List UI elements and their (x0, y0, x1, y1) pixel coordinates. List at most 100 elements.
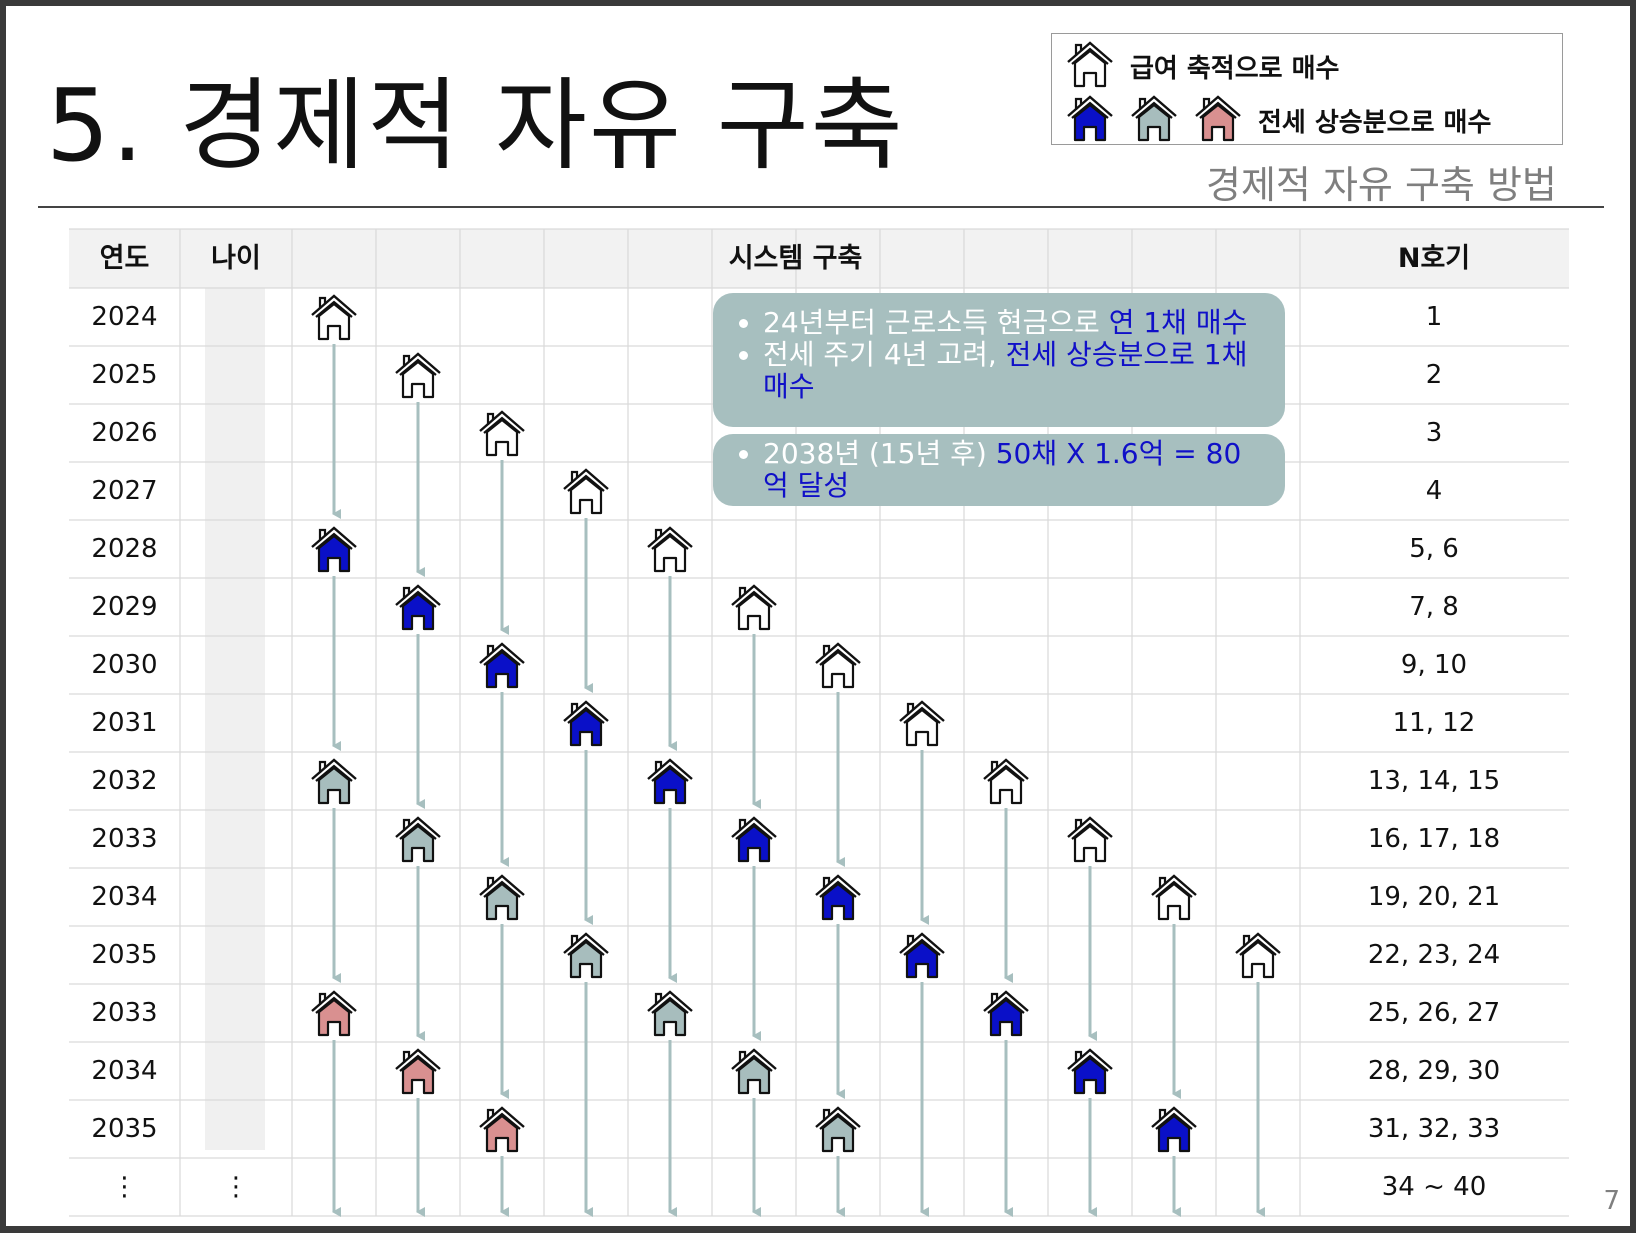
house-blue-icon (1151, 1106, 1197, 1153)
year-cell: 2034 (91, 1056, 158, 1086)
age-cell (180, 984, 292, 1042)
house-outline-icon (731, 584, 777, 631)
age-cell (180, 694, 292, 752)
age-cell (180, 520, 292, 578)
year-cell: 2031 (91, 708, 158, 738)
house-pink-icon (1194, 94, 1242, 146)
legend-row-salary: 급여 축적으로 매수 (1066, 40, 1339, 92)
age-cell (180, 636, 292, 694)
legend-row-jeonse: 전세 상승분으로 매수 (1066, 94, 1491, 146)
age-cell (180, 1100, 292, 1158)
year-cell: 2035 (91, 1114, 158, 1144)
n-cell: 34 ~ 40 (1381, 1172, 1487, 1202)
house-pink-icon (479, 1106, 525, 1153)
house-blue-icon (395, 584, 441, 631)
house-blue-icon (731, 816, 777, 863)
n-cell: 2 (1425, 360, 1443, 390)
age-cell (180, 926, 292, 984)
page-subtitle: 경제적 자유 구축 방법 (1206, 163, 1557, 207)
n-cell: 1 (1425, 302, 1443, 332)
age-cell (180, 404, 292, 462)
house-blue-icon (815, 874, 861, 921)
house-blue-icon (1066, 94, 1114, 146)
header-age: 나이 (211, 243, 261, 274)
house-outline-icon (983, 758, 1029, 805)
year-cell: 2034 (91, 882, 158, 912)
house-outline-icon (815, 642, 861, 689)
house-outline-icon (1235, 932, 1281, 979)
page-title: 5. 경제적 자유 구축 (46, 67, 905, 184)
age-cell (180, 752, 292, 810)
year-cell: 2033 (91, 824, 158, 854)
legend-salary-label: 급여 축적으로 매수 (1130, 53, 1340, 84)
year-cell: 2033 (91, 998, 158, 1028)
house-pink-icon (395, 1048, 441, 1095)
year-cell: 2025 (91, 360, 158, 390)
n-cell: 9, 10 (1400, 650, 1468, 680)
age-cell (180, 346, 292, 404)
title-divider (38, 206, 1604, 208)
callout-goal: 2038년 (15년 후) 50채 X 1.6억 = 80억 달성 (713, 434, 1285, 506)
year-cell: 2035 (91, 940, 158, 970)
house-blue-icon (1067, 1048, 1113, 1095)
house-gray-icon (479, 874, 525, 921)
callout-plan-line-2: 전세 주기 4년 고려, 전세 상승분으로 1채 매수 (763, 339, 1267, 403)
callout-goal-line-1: 2038년 (15년 후) 50채 X 1.6억 = 80억 달성 (763, 438, 1267, 502)
year-cell: 2032 (91, 766, 158, 796)
year-cell: 2029 (91, 592, 158, 622)
header-band (69, 229, 1569, 288)
n-cell: 16, 17, 18 (1367, 824, 1501, 854)
legend: 급여 축적으로 매수 전세 상승분으로 매수 (1051, 33, 1563, 145)
header-year: 연도 (99, 243, 150, 274)
n-cell: 28, 29, 30 (1367, 1056, 1501, 1086)
age-cell: ⋮ (223, 1172, 249, 1202)
house-blue-icon (983, 990, 1029, 1037)
n-cell: 25, 26, 27 (1367, 998, 1501, 1028)
age-cell (180, 578, 292, 636)
n-cell: 7, 8 (1409, 592, 1459, 622)
n-cell: 19, 20, 21 (1367, 882, 1501, 912)
house-outline-icon (395, 352, 441, 399)
house-gray-icon (815, 1106, 861, 1153)
house-pink-icon (311, 990, 357, 1037)
house-gray-icon (731, 1048, 777, 1095)
year-cell: 2026 (91, 418, 158, 448)
year-cell: 2024 (91, 302, 158, 332)
house-blue-icon (899, 932, 945, 979)
age-cell (180, 1042, 292, 1100)
n-cell: 11, 12 (1392, 708, 1476, 738)
grid-lines (69, 228, 1569, 1217)
age-cell (180, 462, 292, 520)
house-outline-icon (1066, 40, 1114, 92)
age-cell (180, 288, 292, 346)
year-cell: 2030 (91, 650, 158, 680)
year-cell: 2028 (91, 534, 158, 564)
age-cell (180, 810, 292, 868)
house-outline-icon (479, 410, 525, 457)
house-gray-icon (647, 990, 693, 1037)
callout-plan-line-1: 24년부터 근로소득 현금으로 연 1채 매수 (763, 307, 1267, 339)
house-outline-icon (1067, 816, 1113, 863)
n-cell: 13, 14, 15 (1367, 766, 1501, 796)
callout-plan: 24년부터 근로소득 현금으로 연 1채 매수 전세 주기 4년 고려, 전세 … (713, 293, 1285, 427)
legend-jeonse-label: 전세 상승분으로 매수 (1258, 107, 1492, 138)
house-outline-icon (899, 700, 945, 747)
house-blue-icon (479, 642, 525, 689)
house-gray-icon (563, 932, 609, 979)
house-outline-icon (1151, 874, 1197, 921)
house-outline-icon (647, 526, 693, 573)
age-column-shade (205, 288, 265, 1150)
header-system: 시스템 구축 (728, 243, 863, 274)
n-cell: 5, 6 (1409, 534, 1459, 564)
house-gray-icon (1130, 94, 1178, 146)
n-cell: 3 (1425, 418, 1443, 448)
age-cell (180, 868, 292, 926)
house-blue-icon (311, 526, 357, 573)
house-outline-icon (563, 468, 609, 515)
house-outline-icon (311, 294, 357, 341)
year-cell: ⋮ (111, 1172, 138, 1202)
year-cell: 2027 (91, 476, 158, 506)
n-cell: 4 (1425, 476, 1443, 506)
house-blue-icon (563, 700, 609, 747)
header-n: N호기 (1397, 243, 1471, 274)
